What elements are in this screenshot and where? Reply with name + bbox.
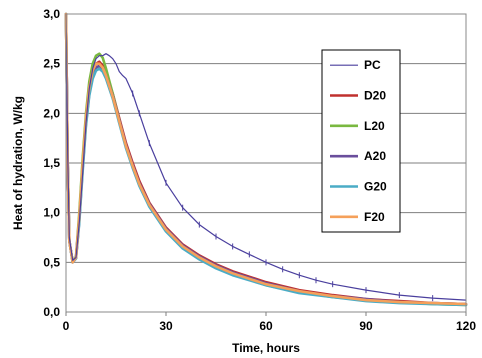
x-tick-label: 60 bbox=[259, 319, 273, 333]
y-axis-title: Heat of hydration, W/kg bbox=[11, 96, 25, 230]
y-tick-labels: 0,0 0,5 1,0 1,5 2,0 2,5 3,0 bbox=[43, 7, 60, 319]
x-tick-label: 0 bbox=[63, 319, 70, 333]
legend-label-g20: G20 bbox=[364, 180, 387, 194]
y-tick-label: 2,5 bbox=[43, 57, 60, 71]
y-tick-label: 1,5 bbox=[43, 156, 60, 170]
x-axis-title: Time, hours bbox=[232, 341, 300, 355]
x-tick-label: 30 bbox=[159, 319, 173, 333]
legend-box bbox=[321, 49, 401, 233]
y-tick-label: 2,0 bbox=[43, 106, 60, 120]
legend-label-l20: L20 bbox=[364, 119, 385, 133]
y-tick-label: 3,0 bbox=[43, 7, 60, 21]
series-layer bbox=[64, 12, 468, 307]
y-tick-label: 0,5 bbox=[43, 255, 60, 269]
y-tick-label: 1,0 bbox=[43, 206, 60, 220]
x-tick-label: 120 bbox=[456, 319, 476, 333]
legend-label-d20: D20 bbox=[364, 89, 386, 103]
series-line-pc bbox=[65, 13, 467, 301]
legend: PC D20 L20 A20 G20 F20 bbox=[321, 49, 401, 233]
legend-label-pc: PC bbox=[364, 58, 381, 72]
y-tick-label: 0,0 bbox=[43, 305, 60, 319]
x-tick-label: 90 bbox=[359, 319, 373, 333]
legend-label-f20: F20 bbox=[364, 210, 385, 224]
legend-label-a20: A20 bbox=[364, 149, 386, 163]
x-tick-labels: 0 30 60 90 120 bbox=[63, 312, 476, 333]
